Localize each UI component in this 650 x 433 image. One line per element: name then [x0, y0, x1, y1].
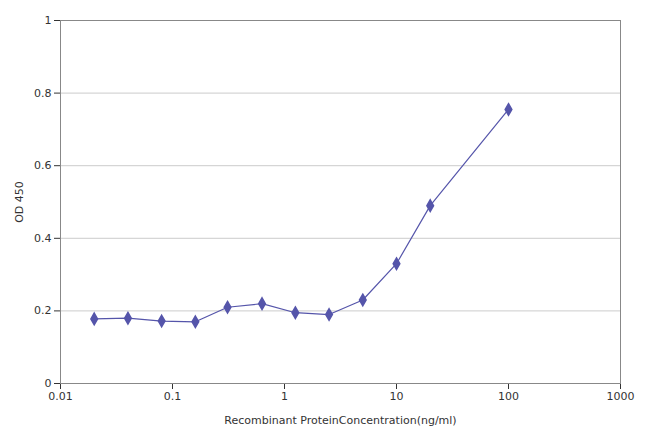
svg-text:0.8: 0.8 [34, 87, 52, 100]
svg-text:OD 450: OD 450 [13, 181, 26, 223]
svg-text:0: 0 [45, 377, 52, 390]
svg-text:0.01: 0.01 [48, 390, 73, 403]
svg-text:0.2: 0.2 [34, 304, 52, 317]
svg-text:Recombinant ProteinConcentrati: Recombinant ProteinConcentration(ng/ml) [224, 414, 456, 427]
svg-text:0.6: 0.6 [34, 159, 52, 172]
svg-text:1000: 1000 [607, 390, 635, 403]
svg-text:1: 1 [45, 14, 52, 27]
svg-text:10: 10 [390, 390, 404, 403]
svg-text:0.1: 0.1 [164, 390, 182, 403]
svg-text:0.4: 0.4 [34, 232, 52, 245]
svg-text:100: 100 [498, 390, 519, 403]
svg-text:1: 1 [281, 390, 288, 403]
